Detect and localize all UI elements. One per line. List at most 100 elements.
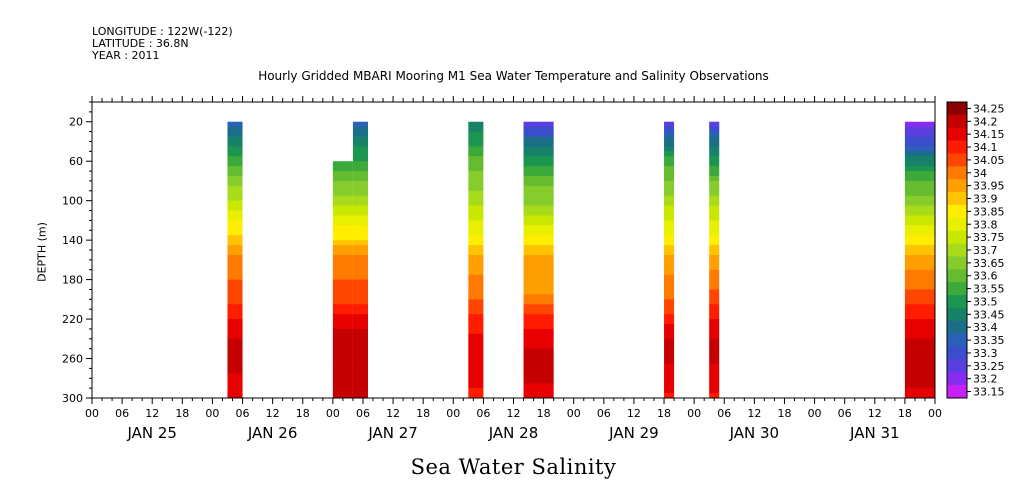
salinity-cell bbox=[468, 121, 484, 128]
salinity-cell bbox=[227, 151, 243, 157]
salinity-cell bbox=[332, 264, 353, 271]
colorbar-label: 33.85 bbox=[973, 205, 1005, 218]
salinity-cell bbox=[709, 240, 720, 246]
salinity-cell bbox=[904, 230, 935, 236]
salinity-cell bbox=[904, 338, 935, 345]
salinity-cell bbox=[227, 136, 243, 142]
colorbar-label: 34 bbox=[973, 167, 987, 180]
salinity-cell bbox=[709, 205, 720, 211]
x-tick-label: 18 bbox=[175, 407, 189, 420]
salinity-cell bbox=[904, 363, 935, 369]
salinity-cell bbox=[664, 368, 675, 374]
salinity-cell bbox=[904, 180, 935, 187]
salinity-cell bbox=[664, 136, 675, 142]
salinity-cell bbox=[523, 348, 554, 354]
salinity-cell bbox=[904, 185, 935, 192]
salinity-cell bbox=[332, 259, 353, 266]
salinity-cell bbox=[352, 126, 368, 132]
salinity-cell bbox=[468, 388, 484, 394]
salinity-cell bbox=[332, 363, 353, 369]
salinity-cell bbox=[468, 225, 484, 231]
salinity-cell bbox=[709, 373, 720, 379]
salinity-cell bbox=[904, 240, 935, 246]
salinity-cell bbox=[352, 230, 368, 236]
salinity-cell bbox=[709, 328, 720, 335]
salinity-cell bbox=[523, 245, 554, 251]
salinity-cell bbox=[227, 309, 243, 315]
salinity-cell bbox=[523, 279, 554, 285]
salinity-cell bbox=[468, 299, 484, 305]
salinity-cell bbox=[664, 284, 675, 290]
salinity-cell bbox=[227, 161, 243, 167]
salinity-cell bbox=[352, 274, 368, 280]
salinity-cell bbox=[468, 151, 484, 157]
salinity-cell bbox=[709, 368, 720, 374]
salinity-cell bbox=[904, 388, 935, 394]
salinity-cell bbox=[352, 393, 368, 399]
x-tick-label: 12 bbox=[747, 407, 761, 420]
data-segments bbox=[227, 121, 935, 399]
salinity-cell bbox=[709, 190, 720, 197]
salinity-cell bbox=[352, 200, 368, 206]
x-tick-label: 12 bbox=[145, 407, 159, 420]
salinity-cell bbox=[332, 309, 353, 315]
salinity-cell bbox=[664, 146, 675, 152]
salinity-cell bbox=[468, 393, 484, 399]
salinity-cell bbox=[468, 195, 484, 202]
salinity-cell bbox=[468, 368, 484, 374]
colorbar-swatch bbox=[947, 256, 967, 270]
salinity-cell bbox=[227, 338, 243, 345]
salinity-cell bbox=[468, 383, 484, 389]
salinity-cell bbox=[709, 176, 720, 182]
x-tick-label: 12 bbox=[386, 407, 400, 420]
colorbar-label: 33.25 bbox=[973, 360, 1005, 373]
salinity-cell bbox=[332, 250, 353, 256]
salinity-cell bbox=[709, 343, 720, 350]
salinity-cell bbox=[709, 388, 720, 394]
salinity-cell bbox=[904, 358, 935, 364]
salinity-cell bbox=[904, 309, 935, 315]
salinity-cell bbox=[664, 156, 675, 162]
salinity-cell bbox=[227, 274, 243, 280]
y-tick-label: 300 bbox=[62, 392, 83, 405]
salinity-cell bbox=[709, 294, 720, 300]
salinity-cell bbox=[709, 319, 720, 325]
salinity-cell bbox=[352, 136, 368, 142]
salinity-cell bbox=[352, 146, 368, 152]
salinity-cell bbox=[664, 269, 675, 276]
salinity-cell bbox=[664, 358, 675, 364]
salinity-cell bbox=[523, 294, 554, 300]
salinity-cell bbox=[664, 161, 675, 167]
salinity-cell bbox=[664, 225, 675, 231]
salinity-cell bbox=[709, 156, 720, 162]
day-label: JAN 30 bbox=[729, 424, 780, 442]
salinity-cell bbox=[468, 358, 484, 364]
salinity-cell bbox=[352, 294, 368, 300]
salinity-cell bbox=[904, 378, 935, 384]
salinity-cell bbox=[468, 171, 484, 177]
salinity-cell bbox=[664, 220, 675, 226]
salinity-cell bbox=[468, 274, 484, 280]
salinity-cell bbox=[468, 353, 484, 359]
colorbar-swatch bbox=[947, 307, 967, 322]
colorbar-swatch bbox=[947, 140, 967, 154]
x-tick-label: 00 bbox=[808, 407, 822, 420]
colorbar-label: 33.5 bbox=[973, 295, 998, 308]
salinity-cell bbox=[227, 393, 243, 399]
colorbar-label: 33.15 bbox=[973, 386, 1005, 399]
colorbar-label: 33.7 bbox=[973, 244, 998, 257]
salinity-cell bbox=[332, 225, 353, 231]
salinity-cell bbox=[904, 156, 935, 162]
salinity-cell bbox=[332, 220, 353, 226]
salinity-cell bbox=[523, 363, 554, 369]
longitude-label: LONGITUDE : 122W(-122) bbox=[92, 25, 233, 38]
salinity-cell bbox=[904, 284, 935, 290]
salinity-cell bbox=[709, 324, 720, 330]
salinity-cell bbox=[352, 358, 368, 364]
colorbar-label: 34.05 bbox=[973, 154, 1005, 167]
salinity-cell bbox=[468, 161, 484, 167]
x-tick-label: 06 bbox=[717, 407, 731, 420]
salinity-cell bbox=[332, 304, 353, 310]
salinity-cell bbox=[352, 368, 368, 374]
salinity-cell bbox=[352, 284, 368, 290]
